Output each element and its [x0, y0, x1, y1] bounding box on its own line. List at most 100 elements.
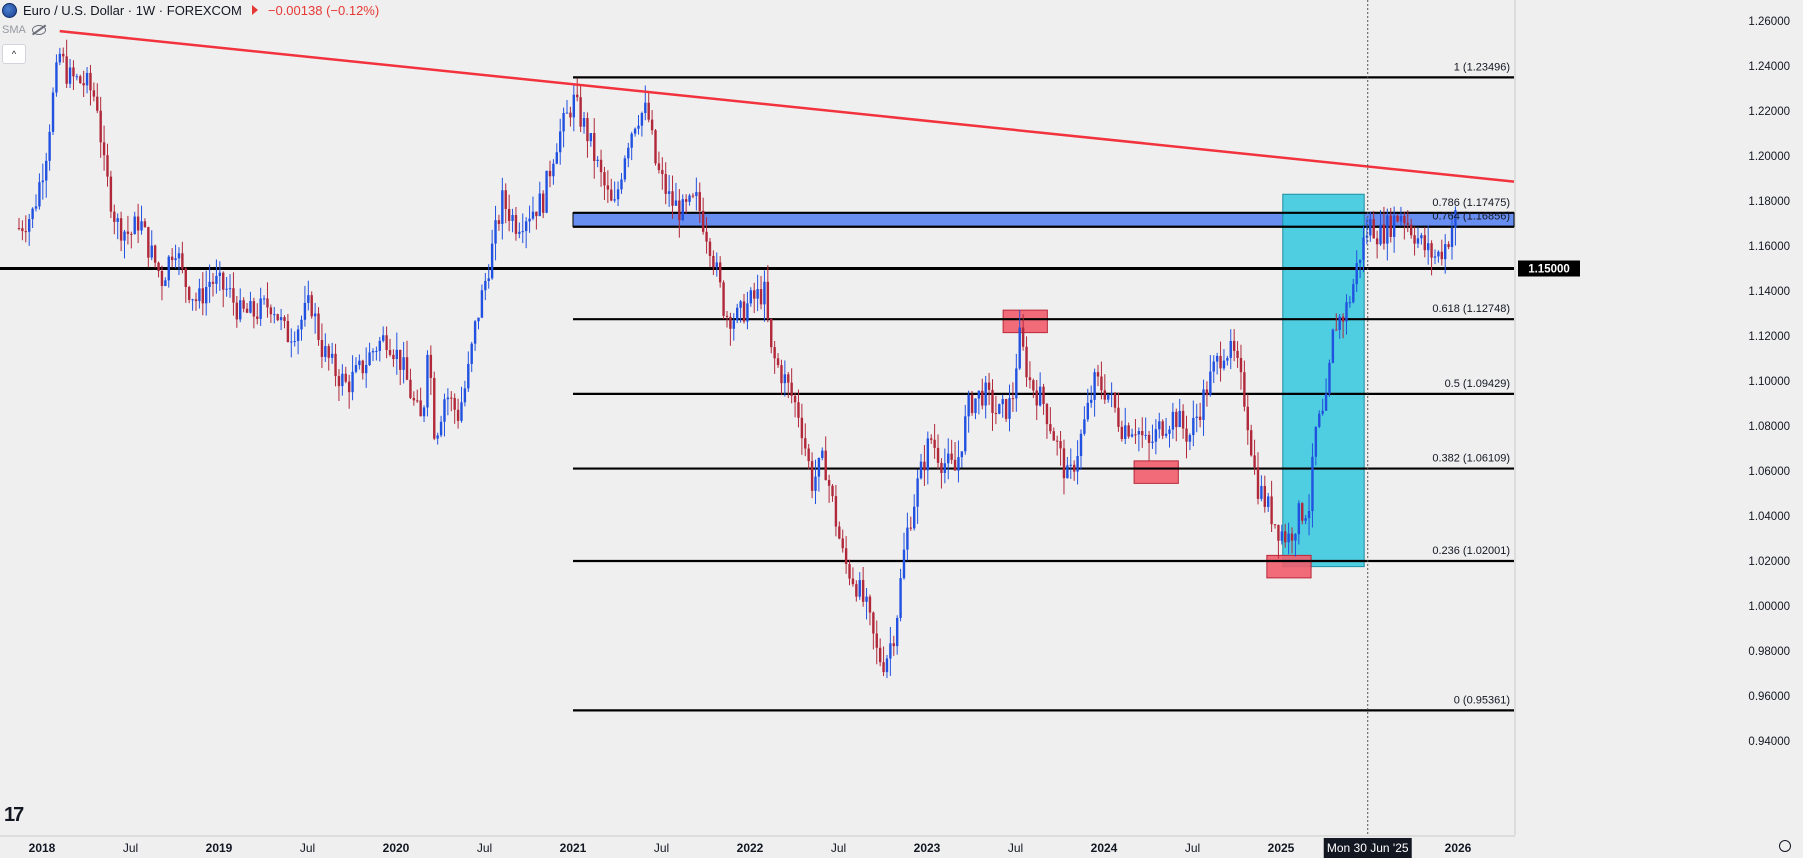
candle-body-22 — [92, 90, 96, 97]
candle-body-279 — [967, 394, 970, 417]
candle-body-15 — [68, 67, 72, 84]
candle-body-298 — [1032, 380, 1035, 391]
candle-body-275 — [953, 459, 957, 471]
candle-body-335 — [1158, 421, 1161, 430]
tradingview-logo[interactable]: 17 — [4, 804, 24, 826]
candle-body-325 — [1124, 425, 1127, 439]
x-tick-label-5: Jul — [477, 841, 492, 855]
candle-body-85 — [307, 295, 310, 303]
candle-body-371 — [1280, 531, 1284, 541]
candle-body-414 — [1426, 243, 1430, 251]
candle-body-201 — [701, 210, 705, 232]
candle-body-52 — [194, 299, 198, 302]
candle-body-182 — [637, 125, 640, 129]
candle-body-123 — [436, 435, 439, 439]
candle-body-340 — [1175, 411, 1178, 428]
candle-body-295 — [1021, 327, 1025, 347]
candle-body-146 — [514, 215, 518, 234]
candle-body-311 — [1076, 456, 1079, 472]
candle-body-336 — [1161, 421, 1164, 436]
candle-body-138 — [487, 278, 490, 281]
candle-body-304 — [1052, 431, 1055, 441]
candle-body-269 — [933, 439, 936, 448]
collapse-legend-button[interactable]: ^ — [2, 44, 26, 64]
eu-flag-icon — [2, 2, 17, 18]
x-tick-label-11: Jul — [1008, 841, 1023, 855]
candle-body-81 — [293, 341, 296, 343]
candle-body-153 — [538, 193, 541, 217]
candle-body-46 — [174, 258, 177, 261]
candle-body-62 — [228, 288, 232, 290]
fib-label-5: 0.382 (1.06109) — [1432, 453, 1510, 465]
candle-body-70 — [256, 316, 259, 319]
candle-body-369 — [1273, 524, 1277, 526]
candle-body-417 — [1437, 251, 1440, 257]
candle-body-327 — [1130, 434, 1134, 437]
candle-body-39 — [150, 245, 153, 258]
candle-body-75 — [273, 314, 276, 316]
candle-body-169 — [593, 133, 596, 162]
candle-body-50 — [187, 287, 191, 300]
candle-body-334 — [1154, 429, 1158, 442]
candle-body-61 — [225, 288, 228, 290]
flag-marker-icon[interactable] — [251, 5, 258, 15]
candle-body-74 — [269, 307, 273, 315]
candle-body-422 — [1454, 210, 1457, 228]
hidden-eye-icon[interactable] — [31, 25, 46, 35]
candle-body-21 — [89, 72, 92, 91]
candle-body-289 — [1001, 399, 1004, 405]
indicator-name[interactable]: SMA — [2, 24, 26, 36]
candle-body-283 — [981, 390, 984, 406]
candle-body-416 — [1433, 256, 1437, 258]
candle-body-297 — [1028, 377, 1032, 381]
candle-body-300 — [1038, 386, 1042, 406]
x-tick-label-3: Jul — [300, 841, 315, 855]
candle-body-174 — [610, 189, 613, 201]
candle-body-240 — [834, 496, 838, 527]
fib-label-0: 1 (1.23496) — [1454, 61, 1510, 73]
candle-body-420 — [1447, 244, 1450, 248]
candle-body-161 — [565, 112, 569, 114]
candle-body-184 — [644, 102, 647, 114]
candle-body-47 — [177, 253, 181, 259]
candle-body-288 — [998, 404, 1001, 414]
candle-body-392 — [1352, 284, 1355, 303]
candle-body-205 — [715, 262, 718, 268]
candle-body-36 — [140, 221, 143, 231]
y-tick-label-8: 1.10000 — [1748, 376, 1790, 388]
candle-body-45 — [170, 256, 174, 261]
candle-body-129 — [456, 409, 460, 421]
candle-body-374 — [1290, 533, 1294, 541]
candle-body-217 — [756, 289, 759, 299]
candle-body-244 — [848, 564, 851, 579]
candle-body-317 — [1096, 372, 1100, 377]
candle-body-163 — [572, 94, 576, 118]
candle-body-292 — [1011, 398, 1015, 400]
candle-body-206 — [718, 262, 722, 283]
candle-body-266 — [923, 461, 926, 471]
candle-body-363 — [1253, 455, 1256, 468]
candle-body-247 — [858, 580, 861, 597]
candle-body-375 — [1294, 534, 1297, 541]
candle-body-268 — [930, 438, 933, 440]
y-tick-label-5: 1.16000 — [1748, 241, 1790, 253]
symbol-title[interactable]: Euro / U.S. Dollar · 1W · FOREXCOM — [23, 2, 242, 18]
candle-body-385 — [1328, 362, 1331, 394]
candle-body-200 — [698, 192, 701, 211]
fib-label-4: 0.5 (1.09429) — [1445, 378, 1510, 390]
candle-body-32 — [126, 231, 130, 234]
candle-body-350 — [1209, 371, 1212, 396]
candle-body-34 — [133, 216, 136, 235]
candle-body-83 — [300, 319, 303, 330]
candle-body-177 — [620, 179, 623, 190]
candle-body-211 — [736, 307, 739, 321]
candle-body-218 — [759, 289, 763, 305]
candle-body-238 — [827, 480, 831, 486]
candle-body-264 — [916, 478, 919, 507]
candle-body-2 — [24, 231, 27, 233]
candle-body-116 — [412, 397, 416, 401]
candle-body-312 — [1079, 433, 1083, 457]
candle-body-51 — [191, 299, 194, 301]
settings-gear-icon[interactable] — [1779, 840, 1791, 852]
